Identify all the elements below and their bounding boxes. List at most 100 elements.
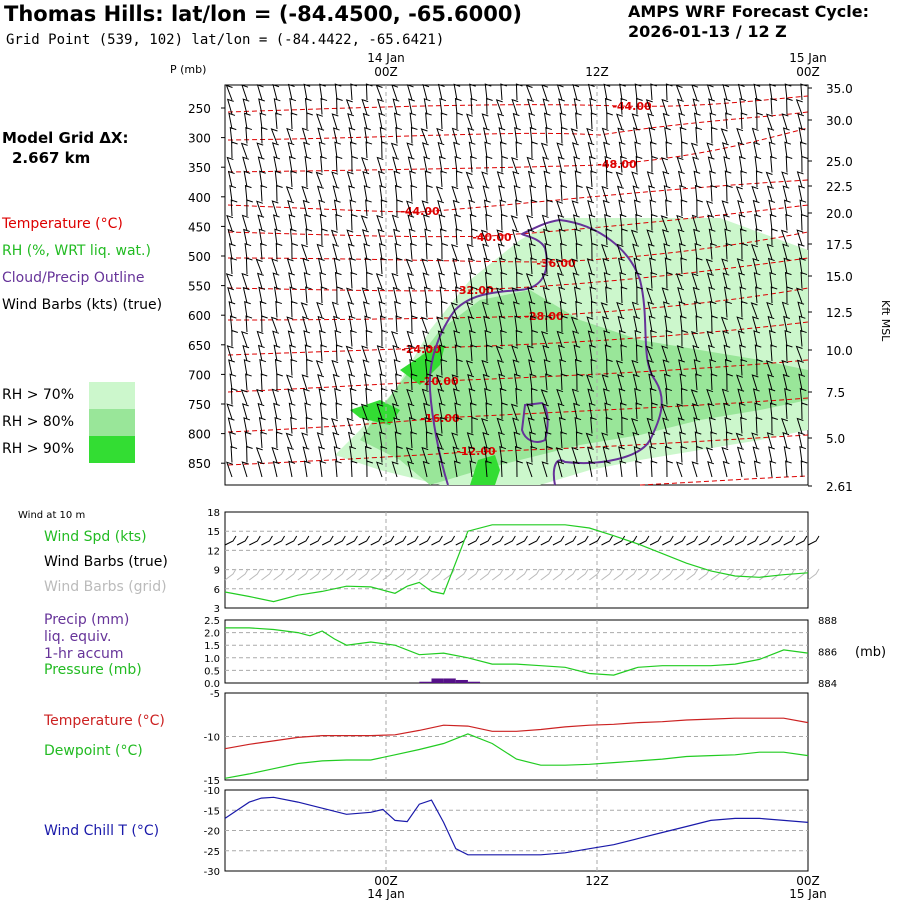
wind-barb — [347, 243, 355, 260]
wind-barb — [605, 286, 612, 304]
wind-barb — [302, 388, 310, 405]
wind-barb — [556, 84, 564, 101]
wind-barb — [692, 156, 700, 173]
wind-barb — [468, 330, 476, 347]
wind-barb — [572, 83, 580, 101]
wind-barb — [511, 287, 519, 304]
wind-barb — [678, 359, 685, 376]
wind-barb — [588, 460, 596, 478]
wind-barb — [621, 416, 628, 434]
wind-barb-true — [419, 535, 431, 546]
wind-barb — [349, 445, 357, 463]
wind-barb — [465, 171, 473, 188]
wind-barb — [740, 170, 748, 188]
wind-barb — [351, 155, 358, 173]
forecast-cycle-label: AMPS WRF Forecast Cycle: — [628, 2, 870, 21]
wind-barb — [346, 287, 353, 304]
wind-barb — [784, 329, 792, 347]
wind-barb — [396, 199, 403, 217]
wind-barb — [271, 200, 279, 217]
wind-barb — [318, 330, 326, 347]
temperature-contour-7 — [227, 287, 809, 321]
wind-barb — [736, 127, 744, 144]
wind-barb — [693, 228, 700, 246]
wind-barb — [786, 97, 793, 115]
wind-barb — [319, 402, 327, 420]
wind-barb — [800, 83, 808, 101]
wind-barb — [394, 184, 402, 202]
wind-barb — [408, 286, 416, 304]
wind-barb — [261, 315, 268, 333]
wind-barb — [530, 387, 538, 405]
wind-barb — [421, 200, 429, 217]
wind-barb — [243, 359, 251, 376]
wind-barb — [800, 460, 808, 478]
wind-barb — [666, 271, 673, 289]
wind-barb — [663, 243, 671, 260]
wind-barb — [633, 315, 640, 333]
wind-barb — [425, 431, 433, 449]
wind-barb — [468, 388, 476, 405]
wind-barb — [258, 417, 266, 434]
wind-barb — [615, 360, 623, 376]
wind-barb — [782, 431, 790, 449]
wind-barb — [424, 358, 432, 376]
wind-barb — [574, 358, 582, 376]
wind-barb — [350, 83, 358, 101]
wind-barb — [301, 374, 309, 391]
wind-barb — [736, 316, 744, 333]
wind-barb — [424, 170, 432, 188]
model-grid-info: Model Grid ΔX: 2.667 km — [2, 128, 129, 168]
wind-barb — [246, 445, 253, 463]
wind-barb — [318, 446, 325, 463]
wind-barb — [302, 199, 310, 217]
wind-barb — [228, 359, 235, 376]
wind-barb — [455, 286, 462, 304]
wind-barb — [738, 156, 746, 173]
wind-barb — [289, 97, 297, 115]
wind-barb — [631, 359, 639, 376]
wind-barb — [650, 213, 658, 231]
wind-barb — [541, 84, 549, 101]
wind-barb — [466, 432, 474, 449]
top-axis-date-2: 15 Jan — [789, 51, 827, 65]
wind-barb — [709, 358, 717, 376]
wind-barb — [455, 416, 463, 434]
wind-barb — [420, 128, 428, 144]
wind-barb — [321, 228, 328, 246]
wind-barb — [604, 155, 612, 173]
wind-barb — [468, 199, 476, 217]
wind-barb — [796, 417, 804, 434]
wind-barb — [785, 402, 793, 420]
wind-barb — [726, 373, 733, 391]
wind-barb — [376, 214, 384, 231]
wind-barb — [229, 315, 237, 333]
wind-barb — [465, 360, 473, 376]
wind-barb — [736, 446, 744, 463]
wind-barb — [424, 228, 432, 246]
wind-barb — [241, 403, 249, 420]
wind-barb — [379, 126, 387, 144]
wind-barb — [331, 359, 339, 376]
wind-barb — [395, 257, 403, 275]
wind-barb — [661, 229, 669, 246]
wind-barb — [485, 402, 493, 420]
wind-barb — [407, 156, 415, 173]
wind-barb — [755, 170, 763, 188]
wind-barb — [649, 387, 657, 405]
wind-barb — [660, 215, 668, 231]
wind-barb — [738, 460, 746, 478]
wind-barb — [720, 128, 728, 144]
wind-barb — [391, 461, 399, 478]
wind-barb — [605, 416, 613, 434]
wind-barb — [360, 403, 368, 420]
wind-barb — [304, 214, 311, 231]
wind-barb — [496, 229, 504, 246]
wind-barb — [726, 184, 733, 202]
wind-barb — [618, 199, 626, 217]
temperature-contour-3 — [227, 179, 809, 213]
wind-barb — [423, 402, 430, 420]
wind-barb — [288, 460, 296, 478]
wind-barb — [574, 228, 582, 246]
wind-barb — [725, 112, 732, 130]
